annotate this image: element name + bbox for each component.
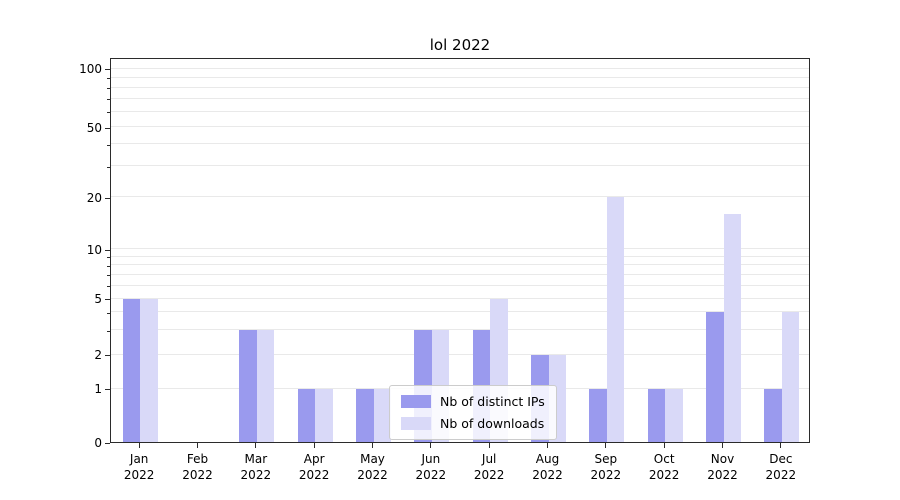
y-minor-tick-mark (107, 166, 110, 168)
y-minor-tick-mark (107, 275, 110, 277)
gridline (111, 255, 809, 257)
y-tick-mark (105, 389, 110, 391)
x-tick-label: Aug 2022 (532, 452, 563, 482)
y-tick-mark (105, 355, 110, 357)
bar-distinct-ips-oct (647, 388, 666, 442)
x-tick-label: Apr 2022 (298, 452, 330, 482)
x-tick-mark (722, 443, 723, 448)
x-tick-label: Jun 2022 (415, 452, 447, 482)
gridline (111, 264, 809, 266)
legend-label-distinct-ips: Nb of distinct IPs (440, 394, 545, 409)
bar-distinct-ips-mar (239, 330, 257, 442)
bar-distinct-ips-sep (589, 388, 607, 442)
y-tick-mark (105, 197, 110, 199)
bar-distinct-ips-nov (706, 312, 724, 442)
gridline (111, 273, 809, 275)
y-tick-mark (105, 127, 110, 129)
bar-downloads-sep (606, 197, 625, 442)
x-tick-label: Jan 2022 (123, 452, 155, 482)
legend-swatch-distinct-ips (401, 395, 431, 408)
x-tick-mark (313, 443, 315, 448)
y-tick-label: 20 (86, 190, 102, 205)
gridline (111, 97, 809, 99)
gridline (111, 248, 809, 250)
gridline (111, 126, 809, 128)
gridline (111, 196, 809, 198)
y-tick-label: 100 (79, 62, 102, 77)
bar-downloads-mar (256, 330, 275, 442)
x-tick-mark (663, 443, 665, 448)
bar-downloads-dec (781, 312, 800, 442)
legend-label-downloads: Nb of downloads (440, 416, 545, 431)
gridline (111, 311, 809, 313)
gridline (111, 354, 809, 355)
y-tick-mark (105, 299, 110, 301)
bar-downloads-jan (140, 298, 158, 442)
gridline (111, 284, 809, 286)
bar-downloads-nov (723, 213, 741, 442)
x-tick-label: Oct 2022 (648, 452, 680, 482)
x-tick-label: Dec 2022 (765, 452, 797, 482)
bar-downloads-may (373, 388, 391, 442)
y-minor-tick-mark (107, 144, 110, 146)
legend: Nb of distinct IPs Nb of downloads (389, 385, 557, 440)
y-tick-label: 50 (86, 120, 102, 135)
x-tick-label: Jul 2022 (473, 452, 505, 482)
x-tick-label: Mar 2022 (240, 452, 272, 482)
bar-downloads-oct (665, 388, 683, 442)
bar-distinct-ips-may (356, 388, 374, 442)
y-minor-tick-mark (107, 88, 110, 90)
x-tick-mark (605, 443, 607, 448)
y-tick-mark (105, 442, 110, 444)
x-tick-mark (488, 443, 490, 448)
gridline (111, 143, 809, 145)
x-tick-label: Sep 2022 (590, 452, 622, 482)
gridline (111, 76, 809, 78)
bar-downloads-apr (315, 388, 333, 442)
y-tick-label: 0 (94, 435, 102, 450)
gridline (111, 297, 809, 299)
x-tick-mark (372, 443, 373, 448)
bar-distinct-ips-apr (297, 388, 316, 442)
x-tick-mark (138, 443, 140, 448)
y-minor-tick-mark (107, 312, 110, 314)
y-tick-mark (105, 249, 110, 251)
x-tick-mark (547, 443, 548, 448)
y-minor-tick-mark (107, 99, 110, 101)
legend-item-downloads: Nb of downloads (401, 416, 545, 431)
chart-title: lol 2022 (429, 36, 491, 54)
gridline (111, 110, 809, 112)
gridline (111, 329, 809, 331)
legend-item-distinct-ips: Nb of distinct IPs (401, 394, 545, 409)
x-tick-mark (430, 443, 432, 448)
y-tick-label: 10 (86, 242, 102, 257)
x-tick-mark (780, 443, 782, 448)
gridline (111, 86, 809, 88)
x-tick-label: Nov 2022 (707, 452, 738, 482)
legend-swatch-downloads (401, 417, 431, 430)
y-minor-tick-mark (107, 330, 110, 332)
bar-distinct-ips-jan (122, 298, 141, 442)
x-tick-label: Feb 2022 (182, 452, 213, 482)
gridline (111, 165, 809, 167)
y-minor-tick-mark (107, 112, 110, 114)
y-tick-label: 5 (94, 292, 102, 307)
plot-area: Nb of distinct IPs Nb of downloads (110, 58, 810, 443)
gridline (111, 67, 809, 69)
bar-distinct-ips-dec (764, 388, 782, 442)
y-tick-label: 1 (94, 382, 102, 397)
y-minor-tick-mark (107, 286, 110, 288)
y-minor-tick-mark (107, 78, 110, 80)
x-tick-mark (197, 443, 198, 448)
y-minor-tick-mark (107, 265, 110, 267)
y-tick-mark (105, 69, 110, 71)
y-tick-label: 2 (94, 348, 102, 363)
x-tick-label: May 2022 (357, 452, 388, 482)
y-minor-tick-mark (107, 257, 110, 259)
x-tick-mark (255, 443, 257, 448)
